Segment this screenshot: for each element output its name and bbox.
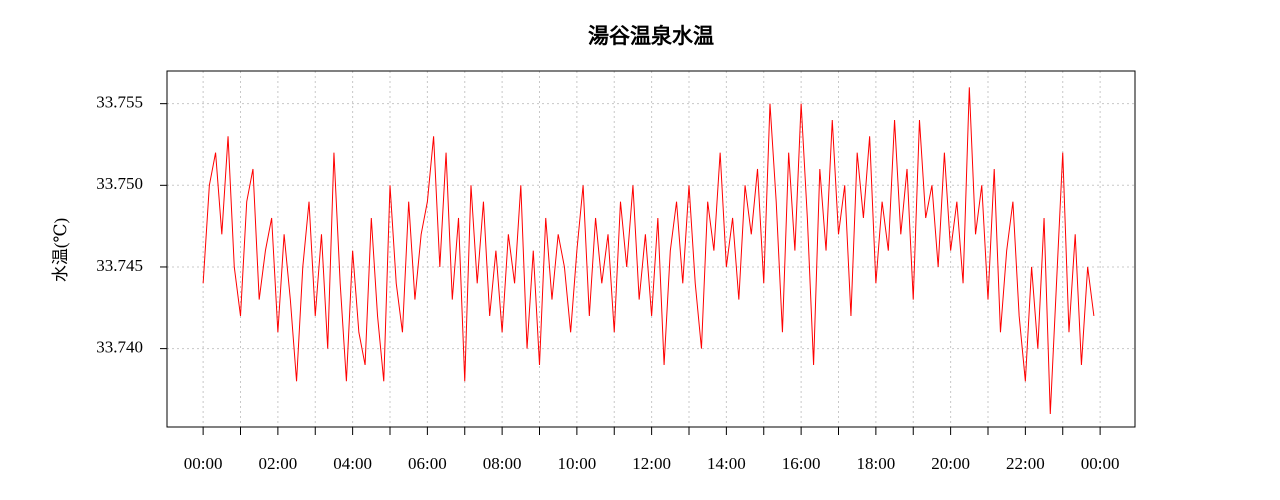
y-tick-label: 33.745 — [96, 256, 143, 275]
x-tick-label: 02:00 — [259, 454, 298, 473]
x-tick-label: 16:00 — [782, 454, 821, 473]
x-tick-label: 10:00 — [558, 454, 597, 473]
x-tick-label: 00:00 — [1081, 454, 1120, 473]
y-axis-label: 水温(℃) — [51, 218, 70, 282]
y-tick-label: 33.750 — [96, 174, 143, 193]
data-line — [202, 87, 1095, 414]
x-tick-label: 08:00 — [483, 454, 522, 473]
x-tick-label: 22:00 — [1006, 454, 1045, 473]
x-tick-label: 18:00 — [857, 454, 896, 473]
x-tick-label: 12:00 — [632, 454, 671, 473]
y-tick-label: 33.740 — [96, 338, 143, 357]
x-tick-label: 20:00 — [931, 454, 970, 473]
x-tick-label: 04:00 — [333, 454, 372, 473]
x-tick-label: 06:00 — [408, 454, 447, 473]
chart-title: 湯谷温泉水温 — [588, 24, 714, 48]
x-tick-label: 00:00 — [184, 454, 223, 473]
x-tick-label: 14:00 — [707, 454, 746, 473]
plot-frame — [166, 70, 1136, 428]
y-tick-label: 33.755 — [96, 93, 143, 112]
